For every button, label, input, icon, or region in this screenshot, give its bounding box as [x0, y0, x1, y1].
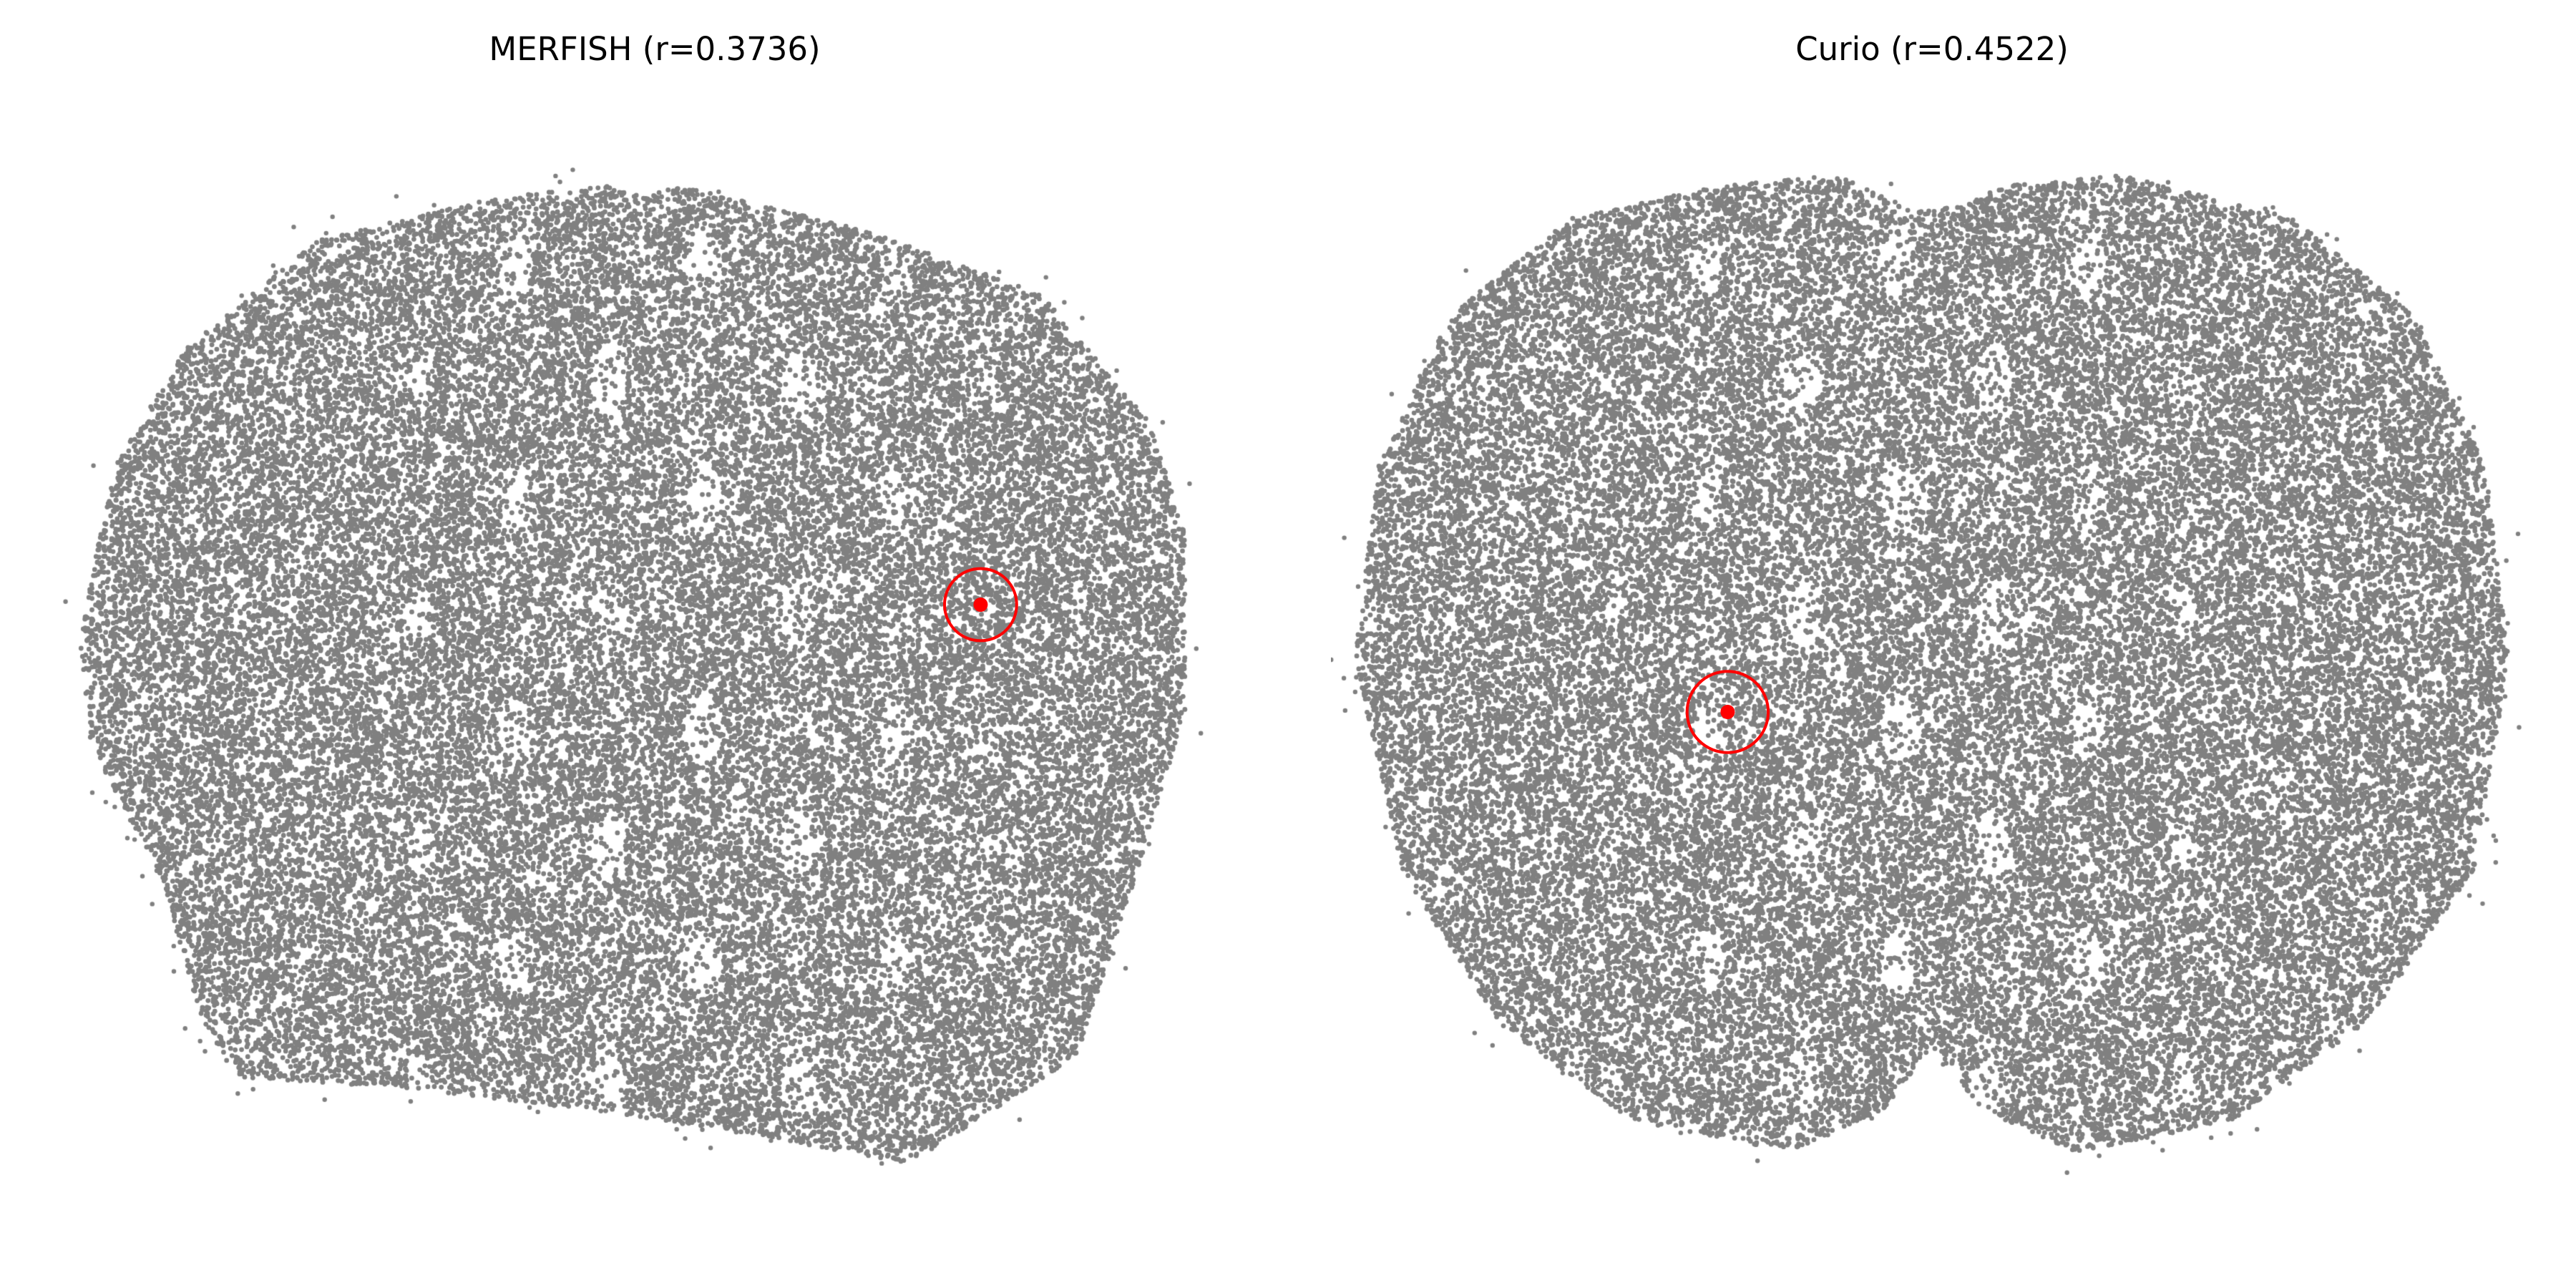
panel-curio: Curio (r=0.4522) — [1795, 30, 2069, 68]
panel-title-merfish: MERFISH (r=0.3736) — [489, 30, 820, 68]
panel-title-curio: Curio (r=0.4522) — [1795, 30, 2069, 68]
panel-merfish: MERFISH (r=0.3736) — [489, 30, 820, 68]
